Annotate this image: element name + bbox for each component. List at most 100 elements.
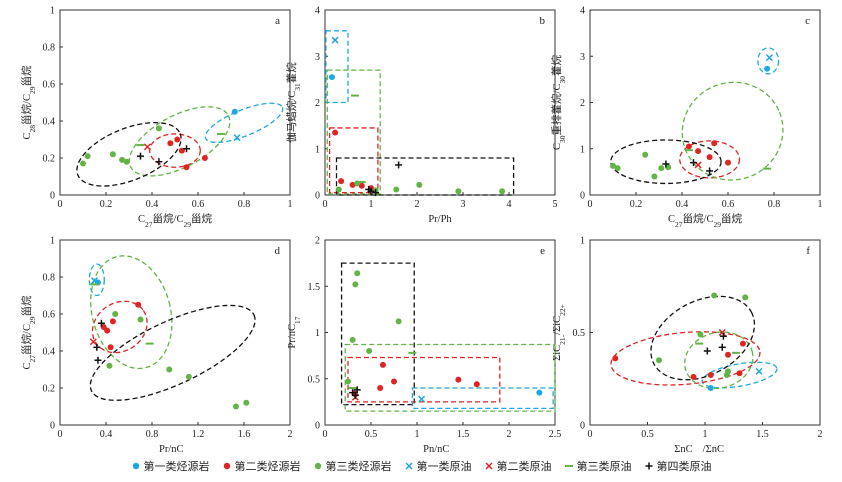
- data-point-cross: [418, 395, 426, 403]
- data-point: [764, 65, 771, 72]
- envelope-box: [325, 30, 349, 104]
- data-point-cross: [89, 338, 97, 346]
- panel-a: 0 0.2 0.4 0.6 0.8 1 0 0.2 0.4 0.6 0.8 1 a C27甾烷/C29甾烷…: [20, 6, 293, 229]
- y-tick-label: 1: [315, 328, 320, 339]
- data-point: [106, 362, 113, 369]
- data-point-cross: [718, 328, 726, 337]
- data-point-plus: [353, 386, 361, 394]
- x-axis-label: Pr/nC17: [159, 444, 191, 452]
- plot-frame: [589, 239, 821, 426]
- envelope-box: [347, 356, 501, 403]
- y-tick-label: 1.5: [308, 282, 321, 293]
- data-point-plus: [395, 161, 403, 169]
- data-point: [328, 74, 335, 81]
- data-point: [107, 344, 114, 351]
- data-point: [697, 331, 704, 338]
- cross-stroke: [694, 161, 702, 169]
- x-axis-label: Pr/Ph: [428, 214, 452, 225]
- cross-stroke: [404, 462, 413, 470]
- plot-frame: [59, 9, 291, 196]
- data-point-plus: [718, 343, 726, 351]
- x-tick-label: 1: [818, 199, 823, 210]
- y-tick-label: 3: [315, 52, 320, 63]
- envelope-box: [326, 69, 381, 195]
- envelope-ellipse: [149, 133, 201, 168]
- data-point: [345, 378, 351, 385]
- legend-label: 第三类原油: [576, 460, 632, 473]
- x-tick-label: 0.8: [768, 199, 781, 210]
- x-tick-label: 0.2: [630, 199, 643, 210]
- panel-f: 0 0.5 1 1.5 2 0 0.5 1 f ΣnC21-/ΣnC22+ ΣiC21-/ΣiC22…: [552, 236, 823, 453]
- data-point: [167, 140, 174, 147]
- data-point: [166, 366, 173, 373]
- y-tick-label: 0: [315, 421, 320, 432]
- data-point: [610, 162, 616, 169]
- y-tick-label: 4: [580, 6, 585, 17]
- data-point: [395, 318, 402, 325]
- cross-stroke: [90, 277, 99, 285]
- x-tick-label: 0.8: [146, 429, 159, 440]
- data-point-plus: [690, 159, 697, 167]
- data-point: [473, 381, 480, 388]
- data-point: [104, 327, 111, 334]
- data-point-plus: [719, 332, 727, 340]
- y-tick-label: 0.5: [573, 328, 586, 339]
- data-point: [314, 462, 321, 470]
- panel-d: 0 0.4 0.8 1.2 1.6 2 0 0.2 0.4 0.6 0.8 1 d Pr/nC17 C27甾…: [20, 236, 293, 453]
- data-point: [642, 151, 649, 158]
- data-point: [335, 186, 342, 193]
- x-tick-label: 2: [415, 199, 420, 210]
- envelope-box: [344, 343, 556, 412]
- legend-label: 第三类烃源岩: [325, 460, 392, 473]
- legend-marker: [132, 462, 139, 470]
- legend-marker: [645, 462, 652, 470]
- cross-stroke: [233, 134, 241, 142]
- y-tick-label: 0: [580, 421, 585, 432]
- data-point: [243, 399, 250, 406]
- data-point-plus: [97, 319, 105, 327]
- y-tick-label: 0.6: [43, 310, 56, 321]
- x-axis-label: C27甾烷/C29甾烷: [668, 212, 742, 229]
- data-point-cross: [484, 462, 493, 470]
- data-point: [658, 165, 665, 172]
- x-tick-label: 0.5: [641, 429, 654, 440]
- data-point-plus: [137, 152, 144, 160]
- plot-frame: [59, 239, 291, 426]
- y-axis-label: C28甾烷/C29甾烷: [20, 65, 37, 139]
- panel-letter: f: [806, 245, 810, 257]
- legend-marker: [404, 462, 413, 470]
- envelope-ellipse: [89, 304, 256, 401]
- y-tick-label: 0.8: [43, 273, 56, 284]
- data-point: [223, 462, 230, 470]
- cross-stroke: [484, 462, 493, 470]
- y-tick-label: 0: [50, 191, 55, 202]
- envelope-ellipse: [610, 331, 761, 386]
- y-tick-label: 0.2: [43, 154, 56, 165]
- data-point-plus: [351, 391, 359, 399]
- data-point: [135, 301, 142, 308]
- data-point-cross: [755, 367, 763, 375]
- data-point: [706, 154, 713, 161]
- data-point: [201, 155, 208, 161]
- data-point: [174, 136, 181, 143]
- data-point-plus: [367, 187, 375, 195]
- data-point: [109, 151, 116, 158]
- x-tick-label: 1.5: [457, 429, 470, 440]
- envelope-box: [340, 262, 415, 406]
- x-tick-label: 1.2: [192, 429, 205, 440]
- data-point: [499, 188, 506, 195]
- x-tick-label: 0: [58, 429, 63, 440]
- data-point: [379, 361, 386, 368]
- envelope-ellipse: [681, 81, 784, 181]
- y-tick-label: 0.4: [43, 117, 56, 128]
- data-point: [695, 148, 702, 155]
- data-point-cross: [765, 54, 773, 62]
- data-point: [112, 311, 119, 317]
- y-axis-label: C27甾烷/C29甾烷: [20, 295, 37, 369]
- x-tick-label: 0: [58, 199, 63, 210]
- x-tick-label: 0: [588, 199, 593, 210]
- y-tick-label: 2: [580, 98, 585, 109]
- legend-item-crude-oil-1: 第一类原油: [404, 458, 472, 474]
- legend-label: 第四类原油: [656, 460, 712, 473]
- x-tick-label: 0.6: [722, 199, 735, 210]
